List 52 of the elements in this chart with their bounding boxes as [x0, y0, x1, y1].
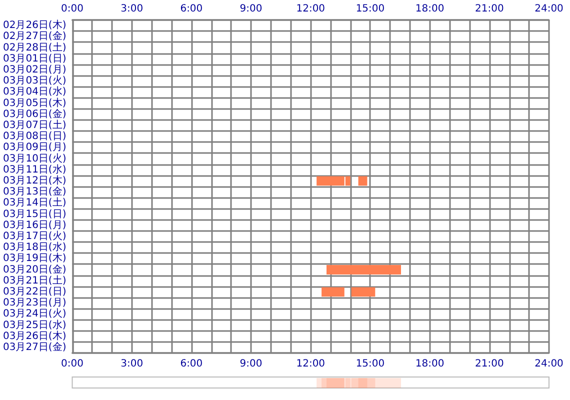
- y-tick-label: 03月06日(金): [2, 108, 66, 120]
- x-tick-label: 3:00: [120, 358, 144, 370]
- y-tick-label: 03月11日(水): [2, 163, 66, 176]
- x2-tick-label: 15:00: [356, 4, 385, 14]
- y-tick-label: 03月21日(土): [2, 274, 66, 286]
- y-tick-label: 03月27日(金): [2, 340, 66, 353]
- y-tick-label: 03月17日(火): [2, 230, 66, 242]
- y-tick-label: 03月14日(土): [2, 196, 66, 209]
- x-tick-label: 24:00: [534, 358, 564, 370]
- y-tick-label: 03月20日(金): [2, 263, 66, 276]
- y-tick-label: 03月13日(金): [2, 186, 66, 198]
- x-tick-label: 6:00: [180, 358, 203, 370]
- x-tick-label: 15:00: [356, 358, 385, 370]
- bar: [326, 265, 402, 274]
- x2-tick-label: 9:00: [240, 4, 262, 14]
- x-tick-label: 0:00: [61, 358, 84, 370]
- bar: [358, 176, 368, 186]
- y-tick-label: 02月28日(土): [2, 41, 66, 54]
- y-tick-label: 03月09日(月): [2, 142, 66, 154]
- y-tick-label: 03月16日(月): [2, 220, 66, 231]
- x2-tick-label: 3:00: [120, 4, 144, 14]
- y-tick-label: 03月15日(日): [2, 208, 66, 220]
- x2-tick-label: 24:00: [534, 4, 564, 14]
- y-tick-label: 03月23日(月): [2, 298, 66, 309]
- y-tick-label: 03月12日(木): [2, 174, 66, 186]
- x2-tick-label: 18:00: [415, 4, 444, 14]
- x2-tick-label: 21:00: [474, 4, 504, 14]
- y-tick-label: 03月26日(木): [2, 330, 66, 342]
- y-tick-label: 02月27日(金): [2, 30, 66, 42]
- y-tick-label: 03月02日(月): [2, 64, 66, 76]
- bar: [351, 287, 376, 297]
- x-tick-label: 18:00: [415, 358, 444, 370]
- y-tick-label: 03月07日(土): [2, 118, 66, 131]
- y-tick-label: 03月19日(木): [2, 252, 66, 264]
- y-tick-label: 03月18日(水): [2, 241, 66, 254]
- y-tick-label: 03月04日(水): [2, 86, 66, 98]
- x2-tick-label: 12:00: [296, 4, 326, 14]
- x-tick-label: 9:00: [240, 358, 262, 370]
- y-tick-label: 03月05日(木): [2, 96, 66, 109]
- y-tick-label: 02月26日(木): [2, 19, 66, 32]
- y-tick-label: 03月22日(日): [2, 286, 66, 298]
- x-tick-label: 12:00: [296, 358, 326, 370]
- y-tick-label: 03月25日(水): [2, 318, 66, 331]
- bar: [322, 287, 344, 297]
- y-tick-label: 03月03日(火): [2, 74, 66, 87]
- y-tick-label: 03月10日(火): [2, 152, 66, 164]
- y-tick-label: 03月01日(日): [2, 53, 66, 64]
- x2-tick-label: 6:00: [180, 4, 203, 14]
- x2-tick-label: 0:00: [61, 4, 84, 14]
- y-tick-label: 03月08日(日): [2, 131, 66, 142]
- y-tick-label: 03月24日(火): [2, 308, 66, 320]
- x-tick-label: 21:00: [474, 358, 504, 370]
